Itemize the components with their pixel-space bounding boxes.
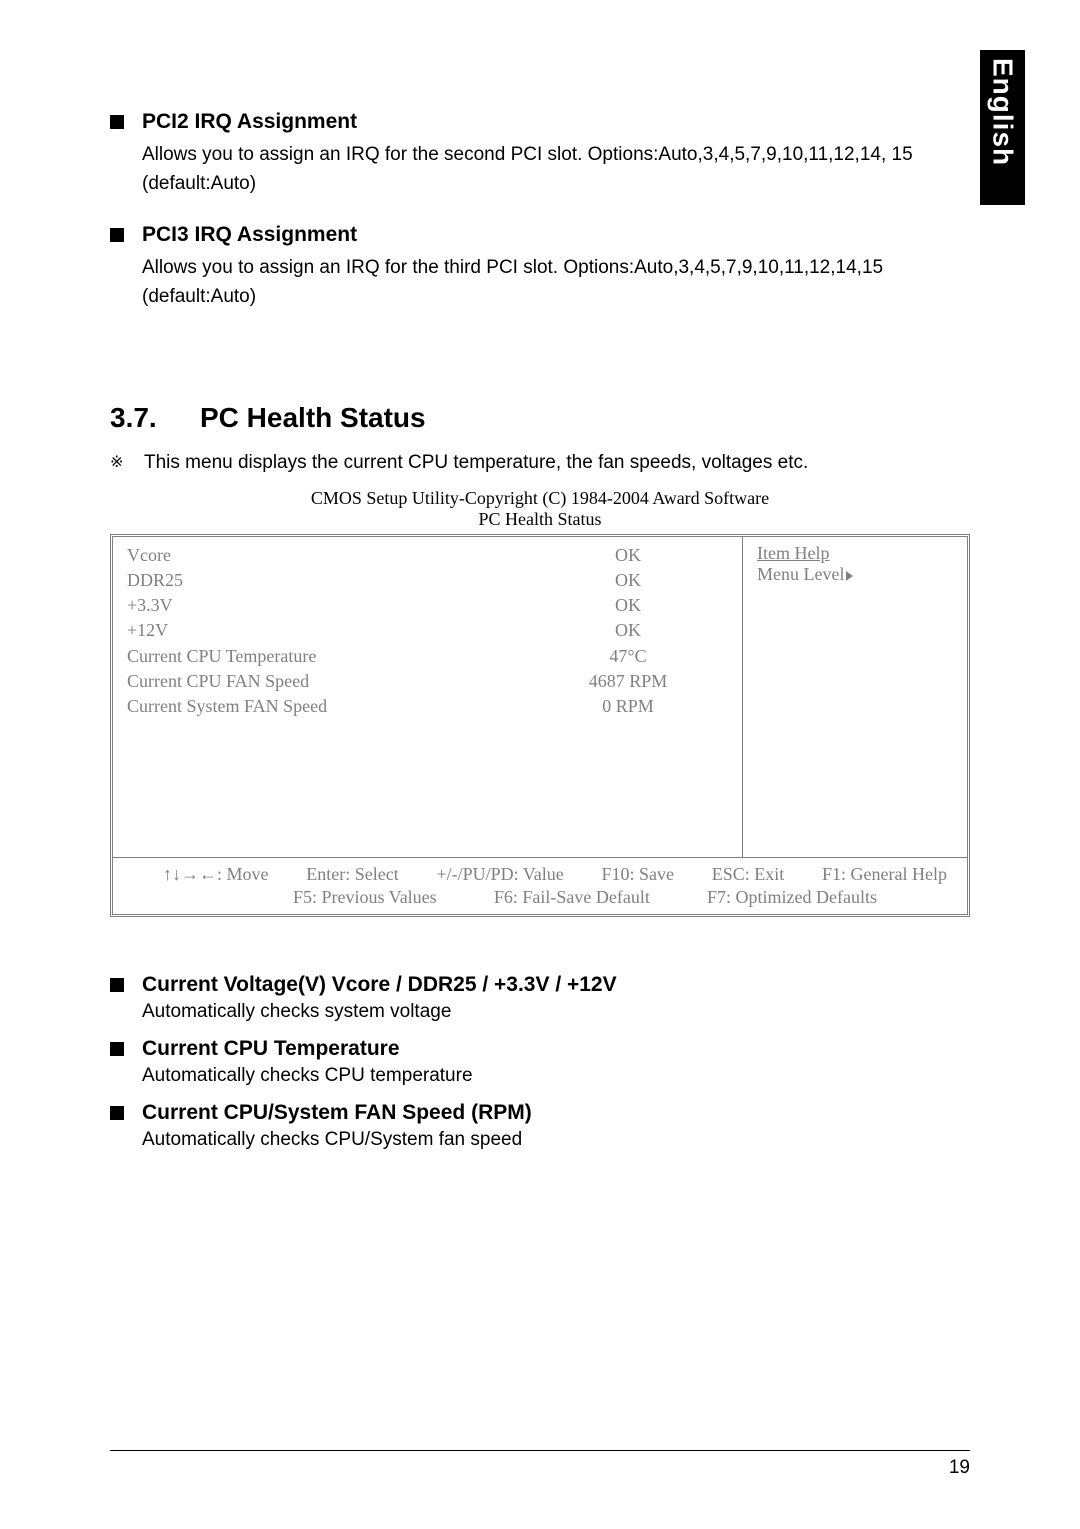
desc-heading: Current CPU/System FAN Speed (RPM) [110,1101,970,1125]
footer-value: +/-/PU/PD: Value [436,864,563,885]
page-footer: 19 [110,1450,970,1479]
square-bullet-icon [110,115,124,129]
square-bullet-icon [110,228,124,242]
bios-main-area: Vcore DDR25 +3.3V +12V Current CPU Tempe… [113,537,967,857]
bios-row-label: Vcore [127,543,528,568]
bios-row-value: 0 RPM [528,694,728,719]
bios-row-label: Current CPU Temperature [127,644,528,669]
menu-level-label: Menu Level [757,564,953,585]
section-title: PC Health Status [200,402,426,434]
bios-row-value: 47°C [528,644,728,669]
desc-heading: Current Voltage(V) Vcore / DDR25 / +3.3V… [110,973,970,997]
desc-item: Current CPU/System FAN Speed (RPM) Autom… [110,1101,970,1151]
square-bullet-icon [110,1106,124,1120]
square-bullet-icon [110,978,124,992]
pci3-body: Allows you to assign an IRQ for the thir… [142,253,970,312]
bios-row-value: OK [528,543,728,568]
desc-title: Current CPU Temperature [142,1037,400,1061]
desc-item: Current Voltage(V) Vcore / DDR25 / +3.3V… [110,973,970,1023]
bios-value-column: OK OK OK OK 47°C 4687 RPM 0 RPM [528,543,728,851]
section-heading: 3.7. PC Health Status [110,402,970,434]
footer-opt: F7: Optimized Defaults [707,887,877,908]
bios-row-value: OK [528,568,728,593]
section-note: This menu displays the current CPU tempe… [144,452,970,474]
desc-body: Automatically checks CPU/System fan spee… [142,1129,970,1151]
language-tab: English [980,50,1025,205]
pci3-section: PCI3 IRQ Assignment Allows you to assign… [110,223,970,312]
desc-heading: Current CPU Temperature [110,1037,970,1061]
pci2-body: Allows you to assign an IRQ for the seco… [142,140,970,199]
bios-row-label: Current System FAN Speed [127,694,528,719]
desc-title: Current Voltage(V) Vcore / DDR25 / +3.3V… [142,973,617,997]
pci2-section: PCI2 IRQ Assignment Allows you to assign… [110,110,970,199]
triangle-right-icon [844,564,853,584]
footer-enter: Enter: Select [306,864,398,885]
descriptions-block: Current Voltage(V) Vcore / DDR25 / +3.3V… [110,973,970,1151]
bios-caption: CMOS Setup Utility-Copyright (C) 1984-20… [110,488,970,509]
bios-label-column: Vcore DDR25 +3.3V +12V Current CPU Tempe… [127,543,528,851]
footer-move: ↑↓→←: Move [163,864,269,885]
bios-panel: Vcore DDR25 +3.3V +12V Current CPU Tempe… [110,534,970,917]
bios-row-value: OK [528,618,728,643]
bios-row-label: +12V [127,618,528,643]
footer-row-1: ↑↓→←: Move Enter: Select +/-/PU/PD: Valu… [133,864,947,885]
pci2-title: PCI2 IRQ Assignment [142,110,357,134]
pci3-heading: PCI3 IRQ Assignment [110,223,970,247]
bios-subcaption: PC Health Status [110,509,970,530]
bios-row-value: 4687 RPM [528,669,728,694]
footer-prev: F5: Previous Values [293,887,437,908]
bios-row-label: Current CPU FAN Speed [127,669,528,694]
item-help-label: Item Help [757,543,953,564]
desc-body: Automatically checks CPU temperature [142,1065,970,1087]
desc-item: Current CPU Temperature Automatically ch… [110,1037,970,1087]
footer-fail: F6: Fail-Save Default [494,887,650,908]
bios-row-value: OK [528,593,728,618]
section-number: 3.7. [110,402,200,434]
desc-title: Current CPU/System FAN Speed (RPM) [142,1101,532,1125]
bios-row-label: +3.3V [127,593,528,618]
footer-row-2: F5: Previous Values F6: Fail-Save Defaul… [133,887,947,908]
bios-footer: ↑↓→←: Move Enter: Select +/-/PU/PD: Valu… [113,857,967,914]
bios-help-panel: Item Help Menu Level [742,537,967,857]
footer-help: F1: General Help [822,864,947,885]
menu-level-text: Menu Level [757,564,844,584]
page-number: 19 [949,1457,970,1478]
pci2-heading: PCI2 IRQ Assignment [110,110,970,134]
desc-body: Automatically checks system voltage [142,1001,970,1023]
bios-row-label: DDR25 [127,568,528,593]
footer-save: F10: Save [602,864,675,885]
pci3-title: PCI3 IRQ Assignment [142,223,357,247]
bios-values-panel: Vcore DDR25 +3.3V +12V Current CPU Tempe… [113,537,742,857]
square-bullet-icon [110,1042,124,1056]
footer-exit: ESC: Exit [712,864,785,885]
